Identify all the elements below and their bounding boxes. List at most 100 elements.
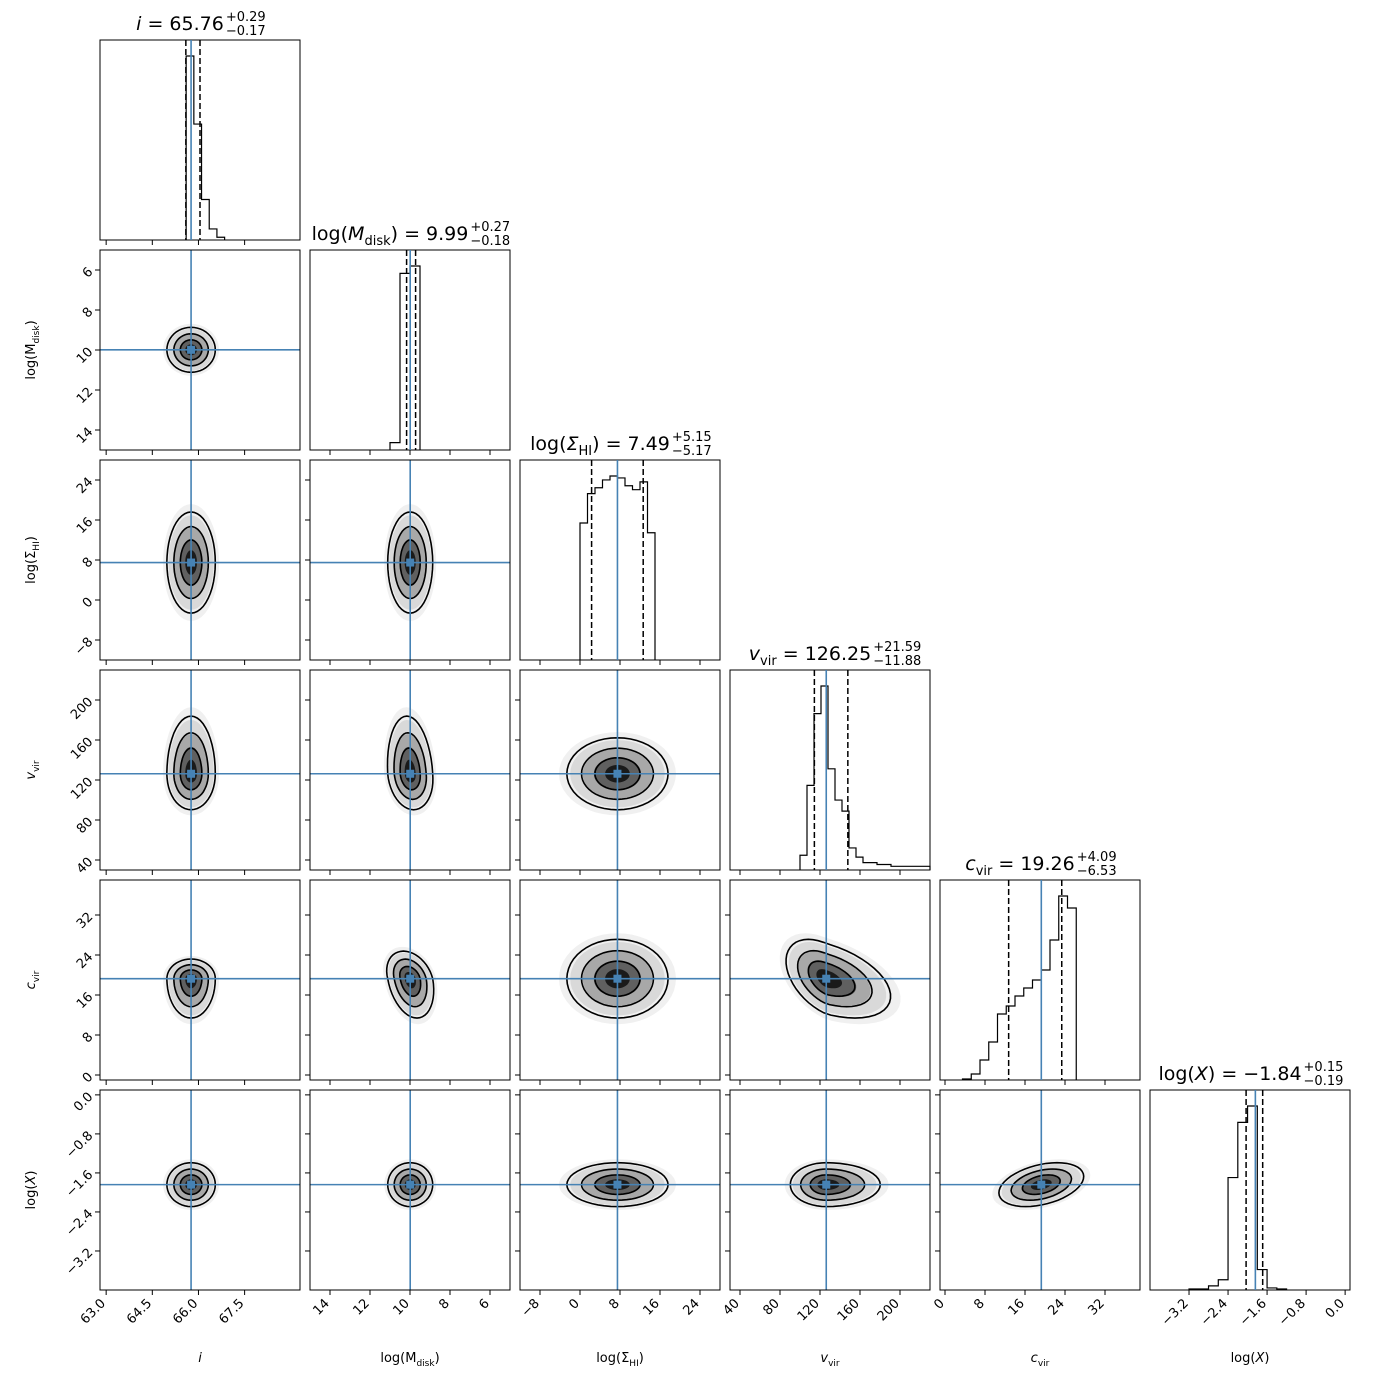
- panel-frame: [729, 669, 931, 871]
- panel-logX-vs-logMdisk: [309, 1089, 511, 1291]
- truth-marker: [406, 558, 415, 567]
- truth-marker: [187, 1180, 196, 1189]
- y-tick-label: 80: [74, 815, 96, 837]
- x-tick-label: 32: [1086, 1296, 1108, 1318]
- y-tick-label: 16: [74, 990, 96, 1012]
- x-tick-label: 14: [311, 1296, 333, 1318]
- y-tick-label: 10: [74, 345, 96, 367]
- y-axis-label-vvir: vvir: [24, 760, 42, 780]
- x-tick-label: 67.5: [216, 1296, 247, 1327]
- hist-panel-logSigmaHI: log(ΣHI) = 7.49 +5.15−5.17: [519, 430, 721, 661]
- x-tick-label: 40: [721, 1296, 743, 1318]
- y-tick-label: −8: [72, 635, 96, 659]
- x-tick-label: 160: [835, 1296, 863, 1324]
- y-tick-label: 40: [74, 855, 96, 877]
- y-tick-label: 32: [74, 910, 96, 932]
- title-minus-vvir: −11.88: [873, 654, 921, 669]
- x-axis-label-vvir: vvir: [820, 1351, 840, 1369]
- x-tick-label: −8: [519, 1296, 543, 1320]
- title-plus-logMdisk: +0.27: [470, 220, 510, 235]
- y-tick-label: −1.6: [63, 1168, 96, 1201]
- panel-frame: [99, 1089, 301, 1291]
- title-logSigmaHI: log(ΣHI) = 7.49: [530, 433, 670, 459]
- y-tick-label: 12: [74, 385, 96, 407]
- y-tick-label: 0: [80, 595, 96, 611]
- y-tick-label: 16: [74, 515, 96, 537]
- y-tick-label: 8: [80, 555, 96, 571]
- panel-frame: [99, 879, 301, 1081]
- y-axis-label-cvir: cvir: [24, 970, 42, 989]
- y-tick-label: 120: [68, 775, 96, 803]
- x-tick-label: −1.6: [1237, 1296, 1270, 1329]
- x-tick-label: 8: [436, 1296, 452, 1312]
- y-tick-label: 24: [74, 950, 96, 972]
- panel-frame: [1149, 1089, 1351, 1291]
- hist-steps-logMdisk: [389, 265, 421, 450]
- x-axis-label-logMdisk: log(Mdisk): [380, 1351, 439, 1369]
- x-tick-label: −2.4: [1198, 1296, 1231, 1329]
- truth-marker: [822, 974, 831, 983]
- y-tick-label: 6: [80, 265, 96, 281]
- x-tick-label: 200: [875, 1296, 903, 1324]
- truth-marker: [613, 1180, 622, 1189]
- hist-panel-logMdisk: log(Mdisk) = 9.99 +0.27−0.18: [309, 220, 511, 451]
- panel-logX-vs-i: [99, 1089, 301, 1291]
- hist-steps-i: [185, 55, 226, 240]
- title-logMdisk: log(Mdisk) = 9.99: [312, 223, 469, 249]
- panel-frame: [939, 879, 1141, 1081]
- x-tick-label: 16: [641, 1296, 663, 1318]
- x-tick-label: 63.0: [78, 1296, 109, 1327]
- x-tick-label: 8: [606, 1296, 622, 1312]
- y-tick-label: −2.4: [63, 1207, 96, 1240]
- panel-cvir-vs-logSigmaHI: [519, 879, 721, 1081]
- title-logX: log(X) = −1.84: [1158, 1063, 1301, 1085]
- x-tick-label: 120: [795, 1296, 823, 1324]
- x-tick-label: 0: [931, 1296, 947, 1312]
- panel-frame: [729, 1089, 931, 1291]
- panel-logX-vs-logSigmaHI: [519, 1089, 721, 1291]
- panel-logX-vs-cvir: [939, 1089, 1141, 1291]
- panel-logX-vs-vvir: [729, 1089, 931, 1291]
- y-axis-label-logMdisk: log(Mdisk): [24, 320, 42, 379]
- x-tick-label: 0.0: [1323, 1296, 1348, 1321]
- y-tick-label: −0.8: [63, 1129, 96, 1162]
- panel-logMdisk-vs-i: [99, 249, 301, 451]
- title-plus-logSigmaHI: +5.15: [672, 430, 712, 445]
- hist-panel-cvir: cvir = 19.26 +4.09−6.53: [939, 850, 1141, 1081]
- panel-cvir-vs-vvir: [729, 879, 931, 1081]
- x-axis-label-i: i: [198, 1351, 202, 1366]
- x-tick-label: 24: [681, 1296, 703, 1318]
- truth-marker: [613, 769, 622, 778]
- hist-panel-vvir: vvir = 126.25 +21.59−11.88: [729, 640, 931, 871]
- x-tick-label: 8: [971, 1296, 987, 1312]
- title-plus-cvir: +4.09: [1077, 850, 1117, 865]
- y-tick-label: 8: [80, 305, 96, 321]
- panel-frame: [519, 459, 721, 661]
- panel-vvir-vs-i: [99, 669, 301, 871]
- truth-marker: [187, 558, 196, 567]
- truth-marker: [822, 1180, 831, 1189]
- x-tick-label: −0.8: [1276, 1296, 1309, 1329]
- x-tick-label: 10: [391, 1296, 413, 1318]
- truth-marker: [1037, 1180, 1046, 1189]
- hist-panel-i: i = 65.76 +0.29−0.17: [99, 10, 301, 241]
- x-tick-label: 80: [761, 1296, 783, 1318]
- y-tick-label: 200: [68, 695, 96, 723]
- truth-marker: [187, 769, 196, 778]
- x-tick-label: 16: [1006, 1296, 1028, 1318]
- y-tick-label: 160: [68, 735, 96, 763]
- title-minus-logSigmaHI: −5.17: [672, 444, 712, 459]
- title-minus-logX: −0.19: [1304, 1074, 1344, 1089]
- truth-marker: [406, 974, 415, 983]
- truth-marker: [406, 1180, 415, 1189]
- y-tick-label: 0.0: [71, 1090, 96, 1115]
- x-tick-label: 12: [351, 1296, 373, 1318]
- panel-logSigmaHI-vs-i: [99, 459, 301, 661]
- panel-vvir-vs-logSigmaHI: [519, 669, 721, 871]
- x-tick-label: 6: [476, 1296, 492, 1312]
- hist-panel-logX: log(X) = −1.84 +0.15−0.19: [1149, 1060, 1351, 1291]
- truth-marker: [613, 974, 622, 983]
- title-cvir: cvir = 19.26: [965, 853, 1075, 879]
- hist-steps-vvir: [799, 685, 931, 870]
